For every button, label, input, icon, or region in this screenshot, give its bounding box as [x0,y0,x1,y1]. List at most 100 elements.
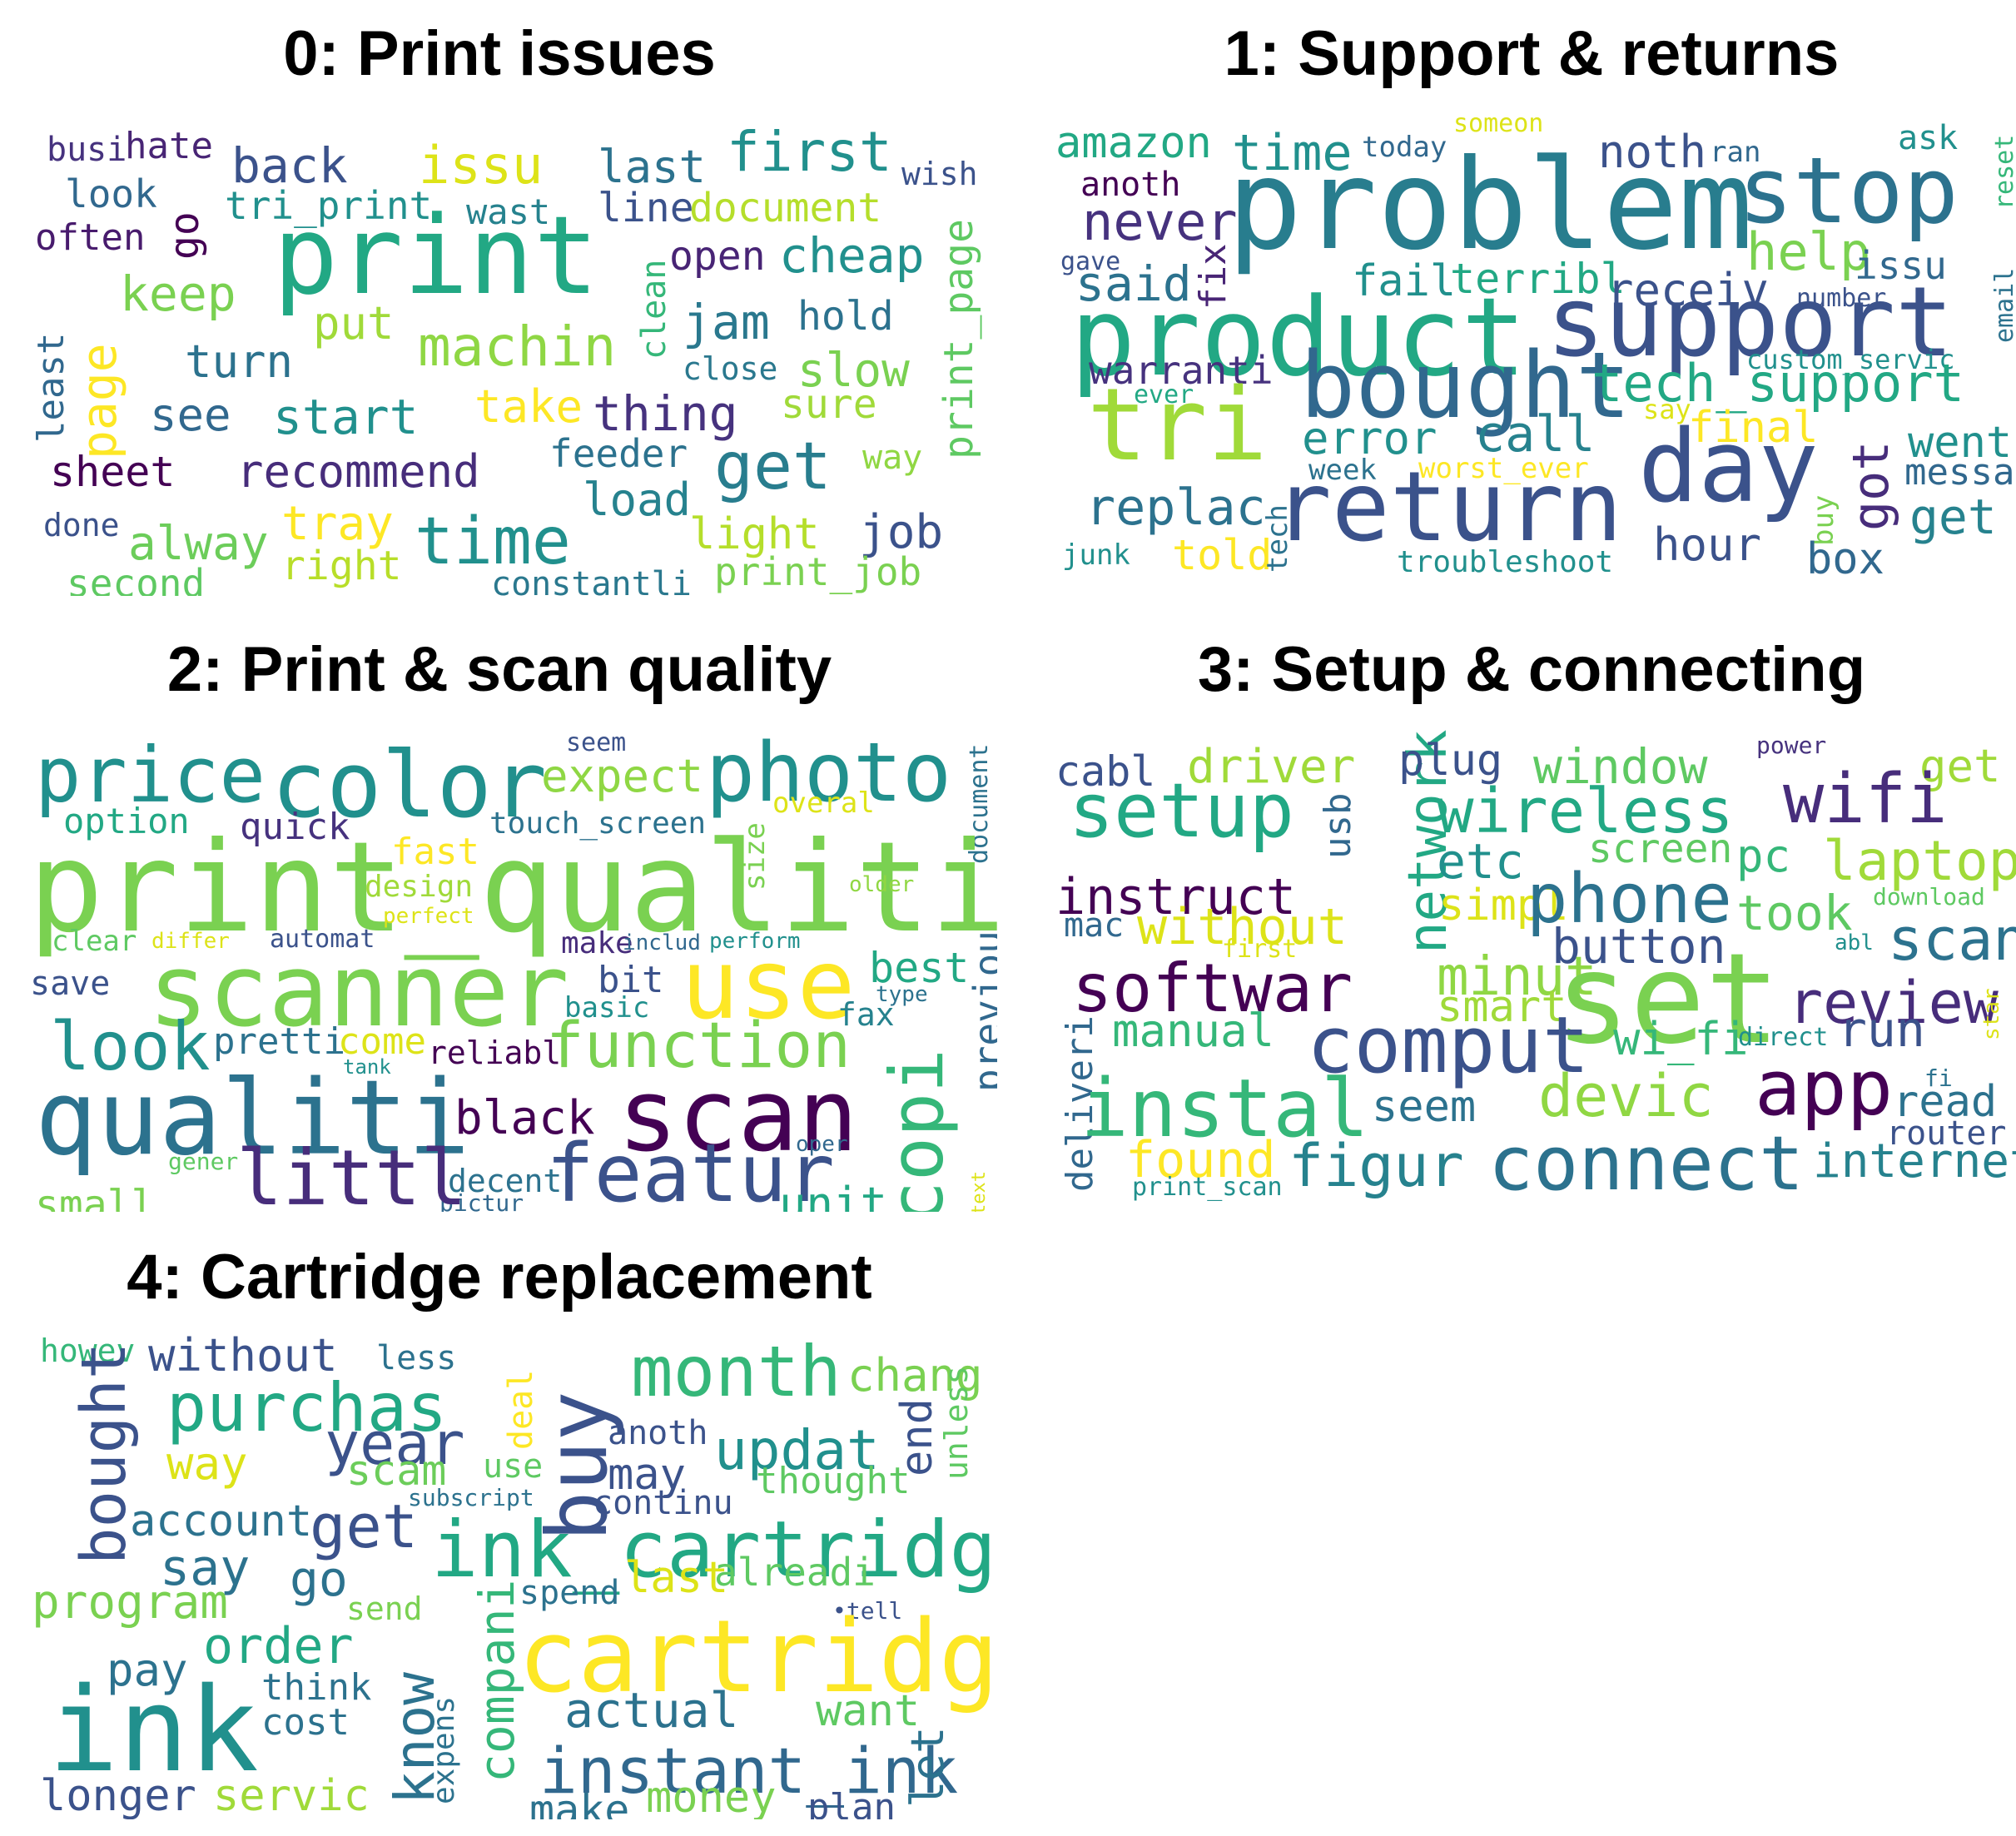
cloud-word: machin [418,315,617,379]
cloud-word: job [859,505,944,559]
cloud-word: perform [709,929,801,954]
cloud-word: instal [1080,1062,1369,1155]
cloud-word: document [689,185,882,231]
cloud-word: mac [1064,906,1125,945]
cloud-word: call [1475,405,1596,464]
cloud-word: come [338,1020,426,1063]
cloud-word: set [1555,927,1780,1072]
cloud-word: order [203,1617,354,1675]
cloud-word: noth [1598,126,1707,178]
cloud-word: tray [281,497,394,551]
cloud-word: reset [1990,134,2016,210]
cloud-word: subscript [408,1484,534,1511]
cloud-word: read [1893,1077,1998,1127]
cloud-word: pay [107,1644,188,1696]
cloud-word: found [1125,1131,1276,1189]
cloud-word: put [313,297,395,350]
cloud-word: run [1838,1001,1925,1058]
cloud-word: fi [1924,1064,1953,1092]
cloud-word: right [281,543,402,589]
cloud-word: reliabl [428,1035,562,1071]
cloud-word: print_page [936,219,982,459]
cloud-word: bit [598,959,664,1001]
cloud-word: went [1908,418,2013,468]
cloud-word: ink [48,1663,259,1799]
cloud-word: day [1638,409,1819,525]
cloud-word: get [1919,740,2001,792]
cloud-word: download [1873,883,1985,911]
cloud-word: got [1842,440,1900,531]
cloud-word: year [325,1410,465,1478]
cloud-word: terribl [1450,255,1626,303]
topic-panel-2: 2: Print & scan quality price color seem ex… [17,633,997,1215]
cloud-word: perfect [383,904,474,929]
cloud-word: get [1909,489,1997,545]
word-cloud: price color seem expect photo document overal o… [23,726,997,1212]
cloud-word: internet [1813,1134,2016,1188]
cloud-word: littl [236,1134,467,1213]
cloud-word: purchas [166,1369,448,1446]
cloud-word: back [231,137,348,194]
cloud-word: continu [593,1484,733,1522]
cloud-word: automat [270,925,375,954]
cloud-word: line [598,185,694,231]
cloud-word: pictur [439,1189,524,1213]
cloud-word: laptop [1823,829,2016,893]
cloud-word: scan [1888,906,2016,974]
cloud-word: last [624,1553,729,1603]
cloud-word: start [273,389,419,445]
cloud-word: worst_ever [1418,452,1589,485]
cloud-word: thing [593,385,738,442]
cloud-word: look [50,1008,211,1085]
cloud-word: wireless [1437,776,1734,847]
cloud-word: load [583,474,692,526]
cloud-word: hold [797,293,894,340]
cloud-word: quick [240,806,350,848]
cloud-word: say [1643,394,1691,425]
cloud-word: first [727,120,892,184]
cloud-word: look [65,171,157,216]
cloud-word: seem [566,728,627,757]
cloud-word: older [849,872,915,897]
cloud-word: howev [40,1333,136,1369]
topic-title: 3: Setup & connecting [1197,634,1866,705]
cloud-word: scanner [148,934,569,1049]
topic-title: 2: Print & scan quality [166,634,832,705]
cloud-word: plug [1398,736,1503,786]
cloud-word: direct [1738,1023,1829,1052]
cloud-word: replac [1085,479,1266,537]
cloud-word: print_scan [1132,1173,1283,1202]
cloud-word: print [273,192,599,319]
cloud-word: fail [1352,256,1457,306]
cloud-word: unless [938,1365,975,1480]
cloud-word: wish [901,156,978,192]
cloud-word: cartridg [518,1600,997,1715]
cloud-word: comput [1307,1000,1590,1091]
topic-panel-3: 3: Setup & connecting cabl driver network p… [1049,633,2016,1215]
cloud-word: print_job [714,549,922,594]
cloud-word: receiv [1606,264,1770,316]
cloud-word: turn [185,335,294,388]
cloud-word: basic [564,991,650,1025]
cloud-word: anoth [1080,166,1181,204]
cloud-word: told [1172,531,1273,579]
cloud-word: product [1070,274,1527,400]
cloud-word: smart [1437,982,1567,1032]
cloud-word: photo [706,726,952,821]
cloud-word: design [365,870,474,904]
cloud-word: want [816,1686,921,1736]
cloud-word: without [1137,898,1348,956]
cloud-word: without [148,1333,338,1382]
cloud-word: •tell [832,1597,903,1625]
cloud-word: price [35,731,266,820]
cloud-word: setup [1069,767,1294,855]
cloud-word: someon [1453,110,1544,138]
cloud-word: messag [1904,451,2016,494]
cloud-word: overal [772,787,875,820]
cloud-word: sheet [50,448,176,496]
cloud-word: ink_cartridg [431,1505,997,1595]
cloud-word: said [1075,256,1192,312]
cloud-word: gave [1060,247,1121,276]
word-cloud: howev without less deal buy month chang bought p… [23,1333,997,1819]
cloud-word: option [63,801,190,841]
